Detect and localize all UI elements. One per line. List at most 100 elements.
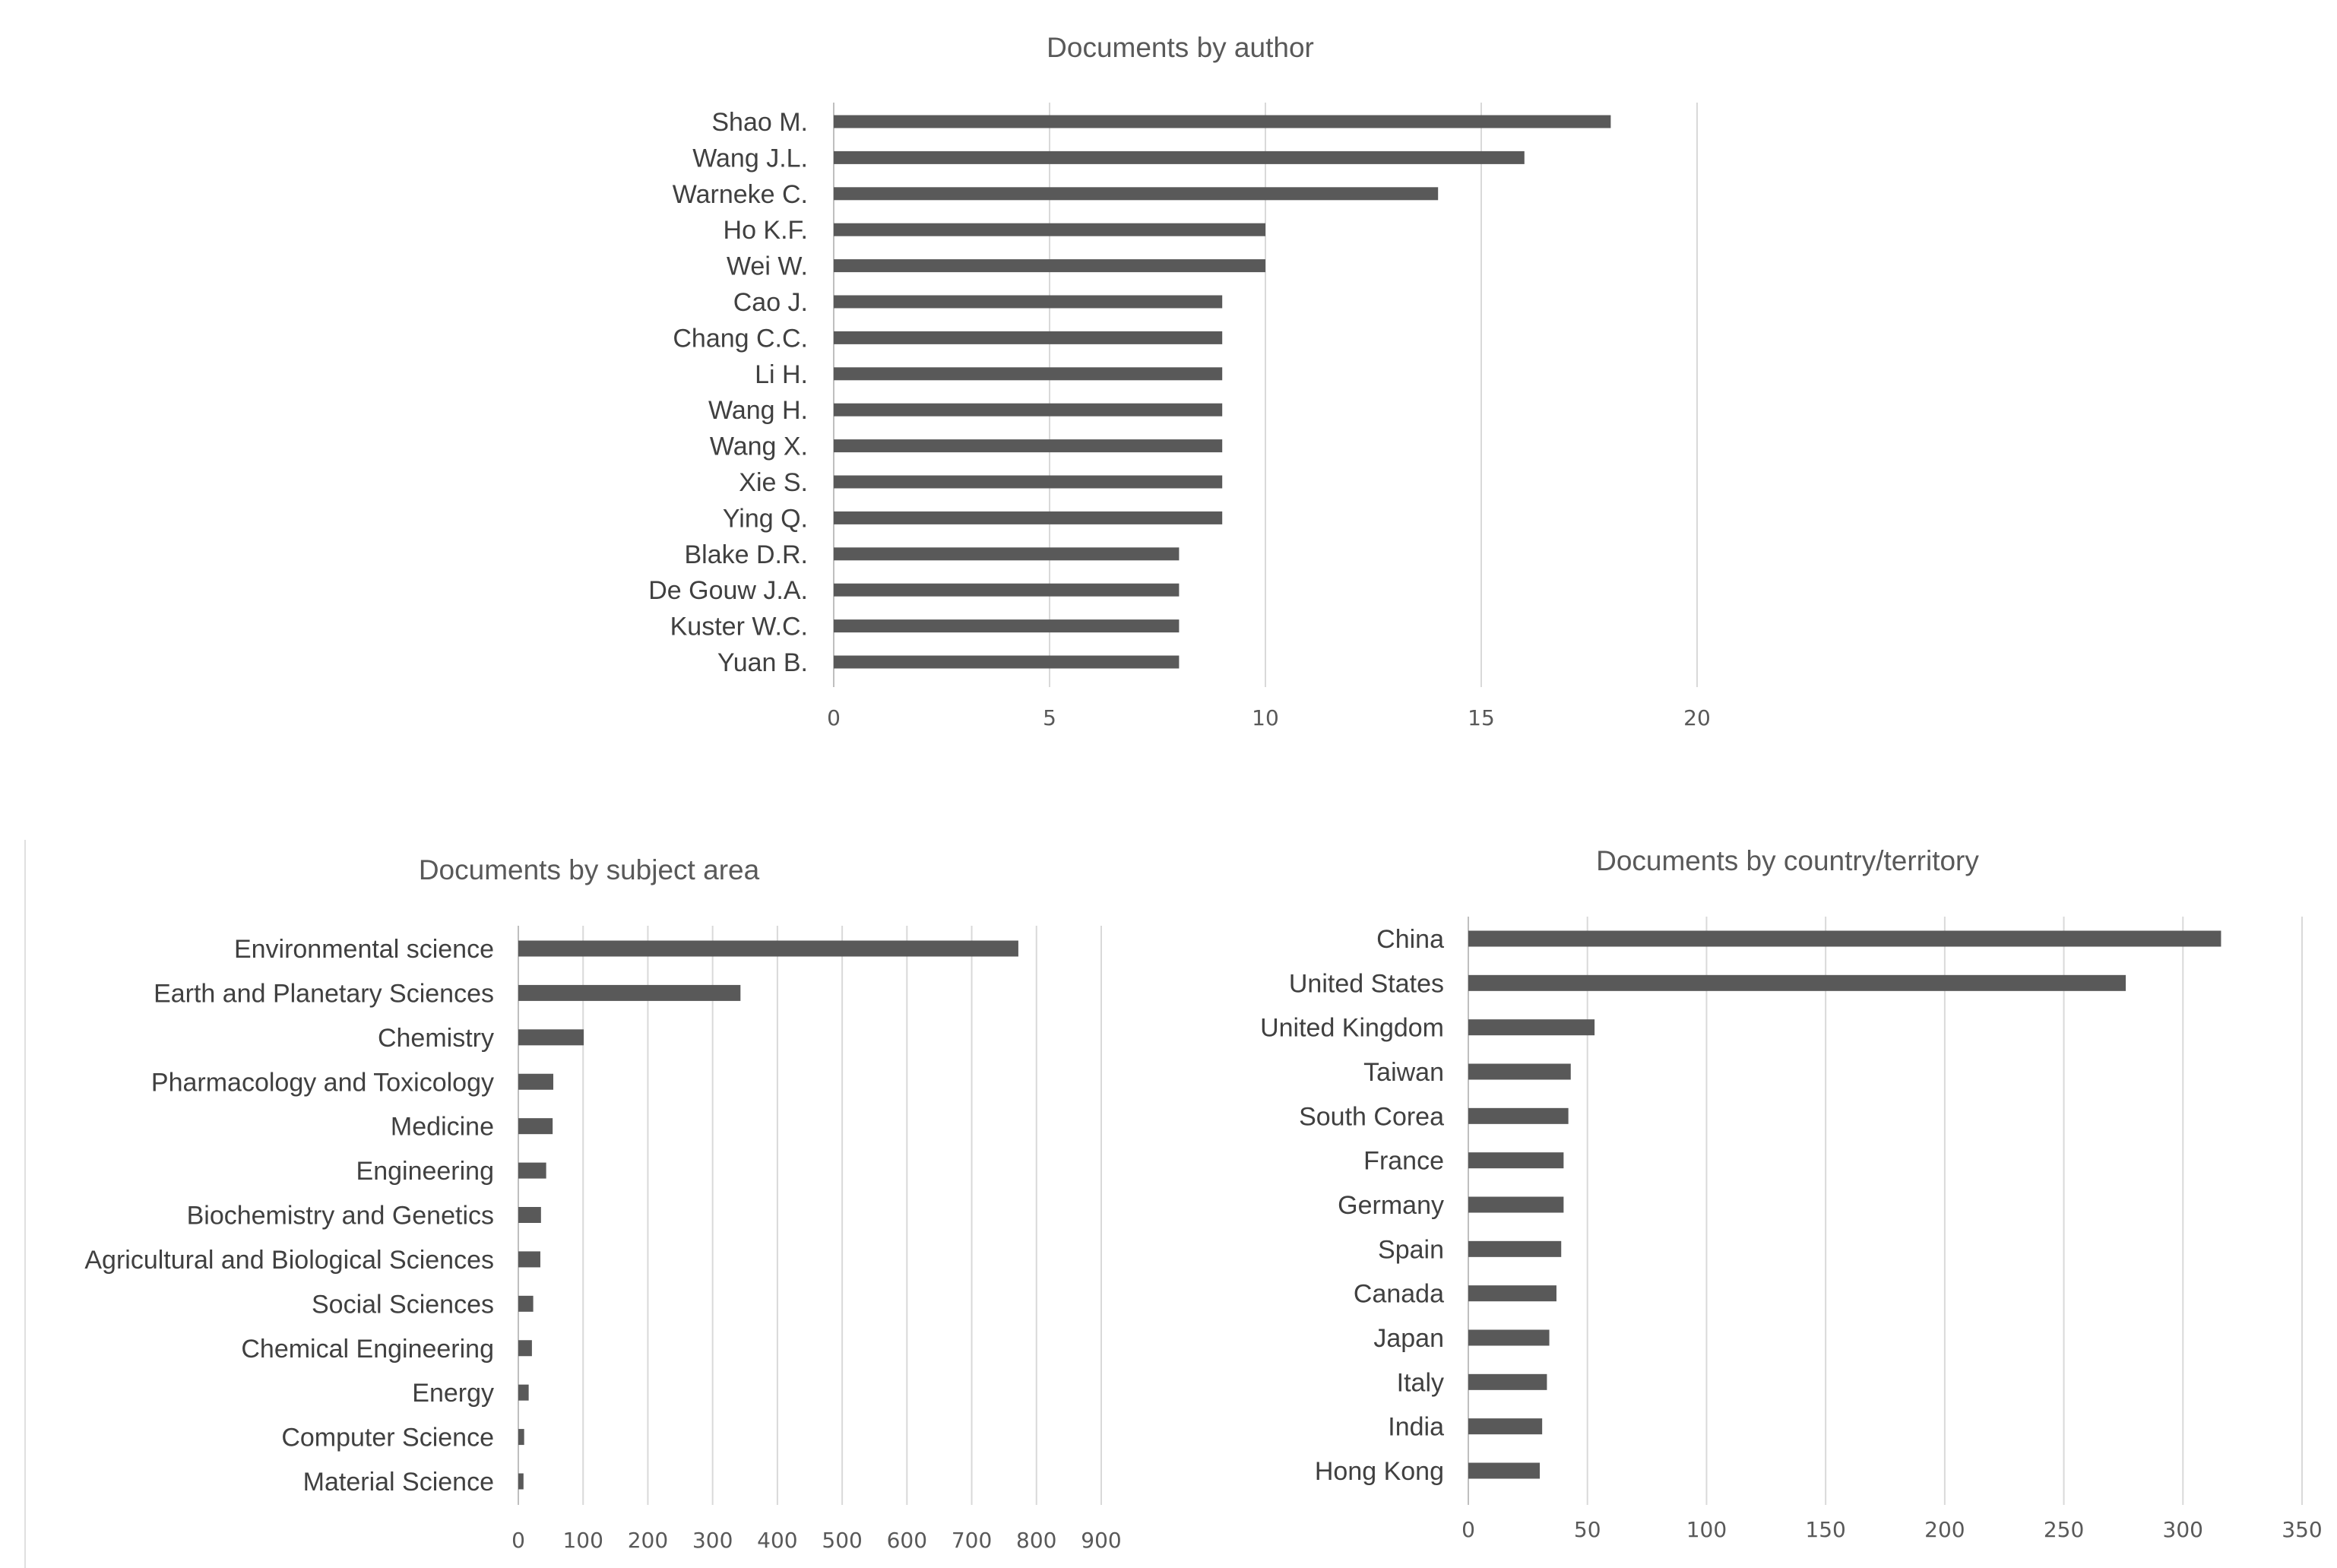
country-bar: [1468, 1019, 1595, 1036]
author-bar: [834, 619, 1180, 633]
author-bar: [834, 403, 1223, 417]
author-chart: Documents by author 0 5 10 15 20 Shao M. Wang …: [648, 32, 1711, 730]
subject-area-chart: Documents by subject area 0 100 200 300 400 5…: [84, 854, 1121, 1553]
subject-bar: [518, 1118, 553, 1135]
author-bar: [834, 115, 1611, 128]
author-bar: [834, 150, 1525, 164]
subject-x-tick-label: 100: [562, 1528, 603, 1553]
country-bar: [1468, 1418, 1543, 1435]
subject-bar: [518, 1295, 534, 1312]
subject-bar: [518, 1340, 532, 1357]
country-category-label: Italy: [1397, 1368, 1444, 1397]
subject-category-label: Computer Science: [281, 1424, 494, 1452]
subject-bar: [518, 1207, 541, 1223]
country-chart: Documents by country/territory 0 50 100 150…: [1260, 845, 2323, 1542]
author-category-label: Wei W.: [727, 252, 808, 281]
author-x-tick-label: 15: [1468, 705, 1495, 730]
country-bar: [1468, 930, 2221, 947]
author-bar: [834, 475, 1223, 489]
country-x-tick-label: 50: [1574, 1517, 1601, 1542]
author-category-label: Ho K.F.: [724, 216, 808, 245]
subject-category-label: Energy: [412, 1379, 494, 1408]
subject-bar: [518, 984, 741, 1001]
subject-x-tick-label: 800: [1016, 1528, 1056, 1553]
country-bar: [1468, 1462, 1541, 1479]
author-category-label: Xie S.: [739, 468, 808, 497]
author-bar: [834, 331, 1223, 344]
author-x-tick-label: 5: [1043, 705, 1056, 730]
subject-category-label: Social Sciences: [312, 1290, 494, 1319]
subject-bar: [518, 1162, 546, 1179]
subject-x-tick-label: 200: [628, 1528, 668, 1553]
subject-category-label: Chemistry: [378, 1024, 494, 1053]
country-category-label: Germany: [1338, 1191, 1444, 1220]
author-category-label: Cao J.: [733, 288, 808, 317]
country-category-label: France: [1363, 1147, 1444, 1176]
subject-category-label: Chemical Engineering: [241, 1335, 494, 1364]
subject-x-tick-label: 400: [757, 1528, 797, 1553]
country-bar: [1468, 1196, 1564, 1213]
subject-bar: [518, 1073, 554, 1090]
subject-x-tick-label: 900: [1081, 1528, 1121, 1553]
country-bar: [1468, 1329, 1550, 1346]
country-x-tick-label: 350: [2282, 1517, 2322, 1542]
country-category-label: Japan: [1373, 1324, 1444, 1353]
author-category-label: Yuan B.: [717, 648, 808, 677]
subject-category-label: Medicine: [391, 1113, 494, 1142]
author-bar: [834, 583, 1180, 597]
author-x-tick-label: 20: [1683, 705, 1711, 730]
subject-bar: [518, 1029, 584, 1046]
country-category-label: Hong Kong: [1315, 1457, 1444, 1486]
country-x-tick-label: 250: [2044, 1517, 2084, 1542]
author-bar: [834, 295, 1223, 309]
country-category-label: South Corea: [1299, 1102, 1444, 1131]
author-bar: [834, 223, 1265, 236]
subject-bar: [518, 1429, 524, 1446]
country-chart-title: Documents by country/territory: [1596, 845, 1979, 876]
subject-x-tick-label: 300: [692, 1528, 733, 1553]
subject-category-label: Agricultural and Biological Sciences: [84, 1246, 494, 1275]
author-category-label: Kuster W.C.: [670, 613, 808, 641]
author-bar: [834, 547, 1180, 561]
author-bar: [834, 511, 1223, 524]
author-category-label: Wang H.: [708, 396, 808, 425]
subject-bar: [518, 1251, 540, 1268]
author-category-label: Blake D.R.: [685, 540, 809, 569]
subject-category-label: Engineering: [356, 1157, 494, 1186]
country-category-label: India: [1388, 1413, 1444, 1442]
country-category-label: United States: [1289, 969, 1444, 998]
author-bar: [834, 439, 1223, 453]
subject-category-label: Environmental science: [234, 935, 494, 964]
author-chart-title: Documents by author: [1047, 32, 1314, 63]
author-x-tick-label: 10: [1252, 705, 1279, 730]
country-bar: [1468, 1107, 1569, 1124]
subject-x-tick-label: 700: [952, 1528, 992, 1553]
author-x-tick-label: 0: [827, 705, 841, 730]
country-bar: [1468, 1240, 1562, 1257]
country-bar: [1468, 1373, 1547, 1390]
country-category-label: Taiwan: [1363, 1058, 1444, 1087]
country-category-label: Canada: [1354, 1280, 1444, 1309]
country-bar: [1468, 1063, 1571, 1080]
country-x-tick-label: 100: [1686, 1517, 1727, 1542]
author-bar: [834, 259, 1265, 273]
author-category-label: Wang J.L.: [692, 144, 808, 173]
subject-category-label: Material Science: [303, 1468, 494, 1497]
subject-x-tick-label: 500: [822, 1528, 862, 1553]
author-category-label: De Gouw J.A.: [648, 576, 808, 605]
subject-category-label: Pharmacology and Toxicology: [151, 1068, 494, 1097]
author-category-label: Wang X.: [710, 432, 808, 461]
author-category-label: Warneke C.: [673, 180, 808, 209]
author-bar: [834, 187, 1439, 201]
country-category-label: Spain: [1378, 1235, 1444, 1264]
country-x-tick-label: 150: [1805, 1517, 1845, 1542]
country-bar: [1468, 1285, 1556, 1302]
author-category-label: Shao M.: [711, 108, 808, 137]
country-bar: [1468, 1152, 1564, 1169]
country-x-tick-label: 200: [1924, 1517, 1965, 1542]
author-bar: [834, 655, 1180, 669]
author-bar: [834, 367, 1223, 381]
subject-category-label: Biochemistry and Genetics: [187, 1202, 494, 1231]
subject-bar: [518, 940, 1018, 957]
